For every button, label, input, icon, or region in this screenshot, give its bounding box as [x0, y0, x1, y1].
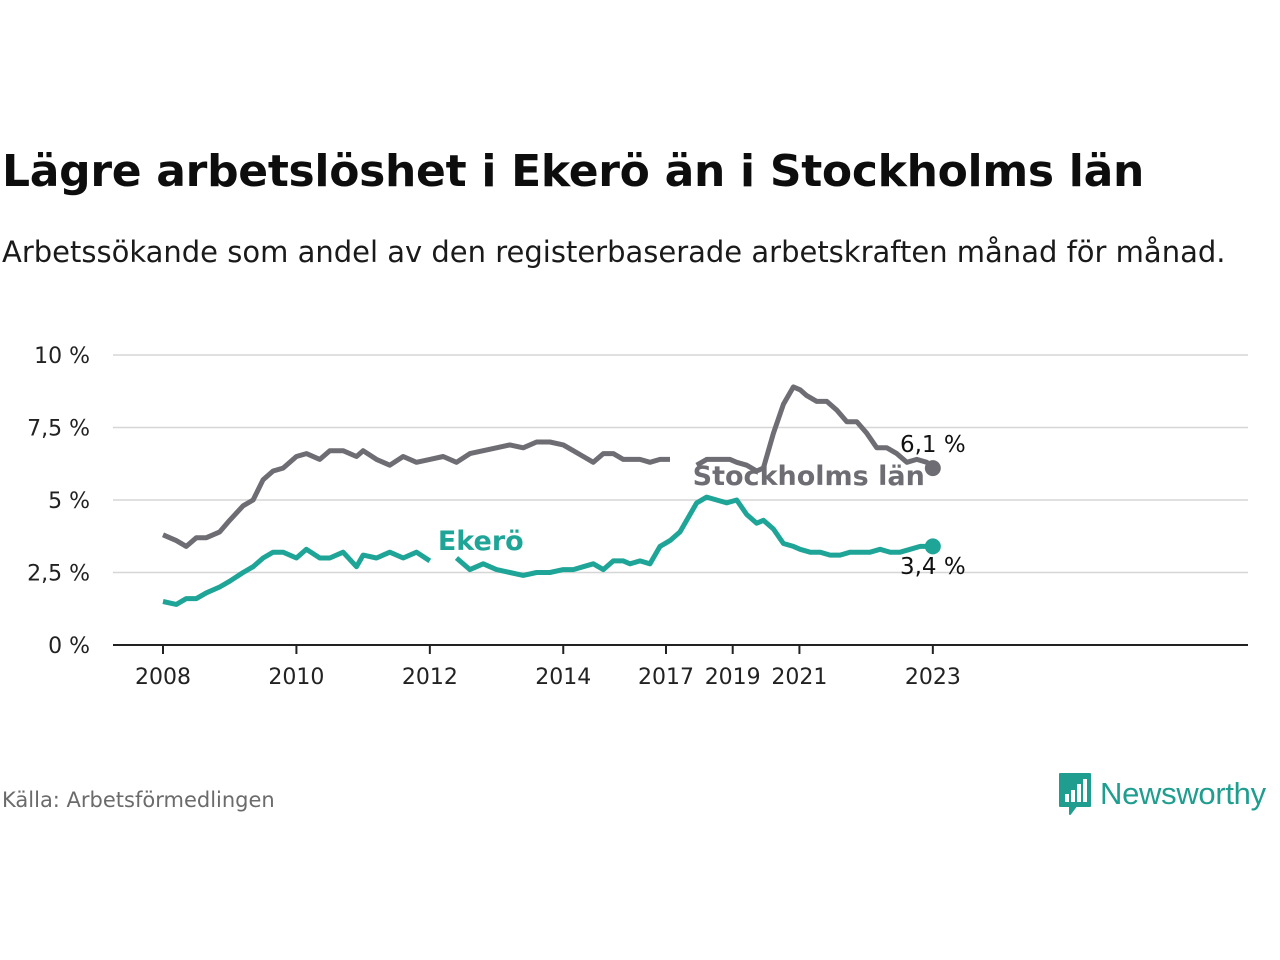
source-note: Källa: Arbetsförmedlingen	[2, 788, 275, 812]
series-line-stockholm	[695, 384, 935, 474]
x-tick-label: 2017	[638, 665, 694, 690]
x-tick-label: 2019	[705, 665, 761, 690]
series-line-stockholm	[162, 439, 670, 549]
x-tick-label: 2012	[402, 665, 458, 690]
x-tick-label: 2021	[771, 665, 827, 690]
end-label-ekero: 3,4 %	[900, 554, 966, 580]
series-line-ekero	[454, 494, 933, 578]
y-tick-label: 0 %	[48, 634, 90, 659]
y-tick-label: 2,5 %	[27, 562, 90, 587]
y-tick-label: 10 %	[34, 344, 90, 369]
brand-name: Newsworthy	[1100, 776, 1266, 811]
series-endpoint-stockholm	[924, 460, 941, 477]
axes: 0 % 2,5 % 5 % 7,5 % 10 % 2008 2010 2012 2014 2017…	[27, 344, 1248, 690]
y-tick-label: 5 %	[48, 489, 90, 514]
chart-title: Lägre arbetslöshet i Ekerö än i Stockhol…	[2, 146, 1144, 197]
end-label-stockholm: 6,1 %	[900, 432, 966, 458]
x-tick-label: 2014	[535, 665, 591, 690]
grid-lines	[113, 354, 1248, 574]
x-tick-label: 2008	[135, 665, 191, 690]
series-endpoint-ekero	[924, 538, 941, 555]
labels-layer: Stockholms län Ekerö 6,1 % 3,4 %	[438, 432, 966, 580]
series-line-ekero	[162, 546, 432, 607]
y-tick-label: 7,5 %	[27, 417, 90, 442]
series-layer	[162, 384, 941, 607]
bar-chart-icon	[1059, 773, 1091, 815]
chart-subtitle: Arbetssökande som andel av den registerb…	[2, 235, 1226, 269]
x-tick-label: 2010	[268, 665, 324, 690]
series-label-ekero: Ekerö	[438, 526, 524, 557]
series-label-stockholm: Stockholms län	[693, 461, 925, 492]
newsworthy-logo: Newsworthy	[1058, 772, 1266, 816]
x-tick-label: 2023	[905, 665, 961, 690]
